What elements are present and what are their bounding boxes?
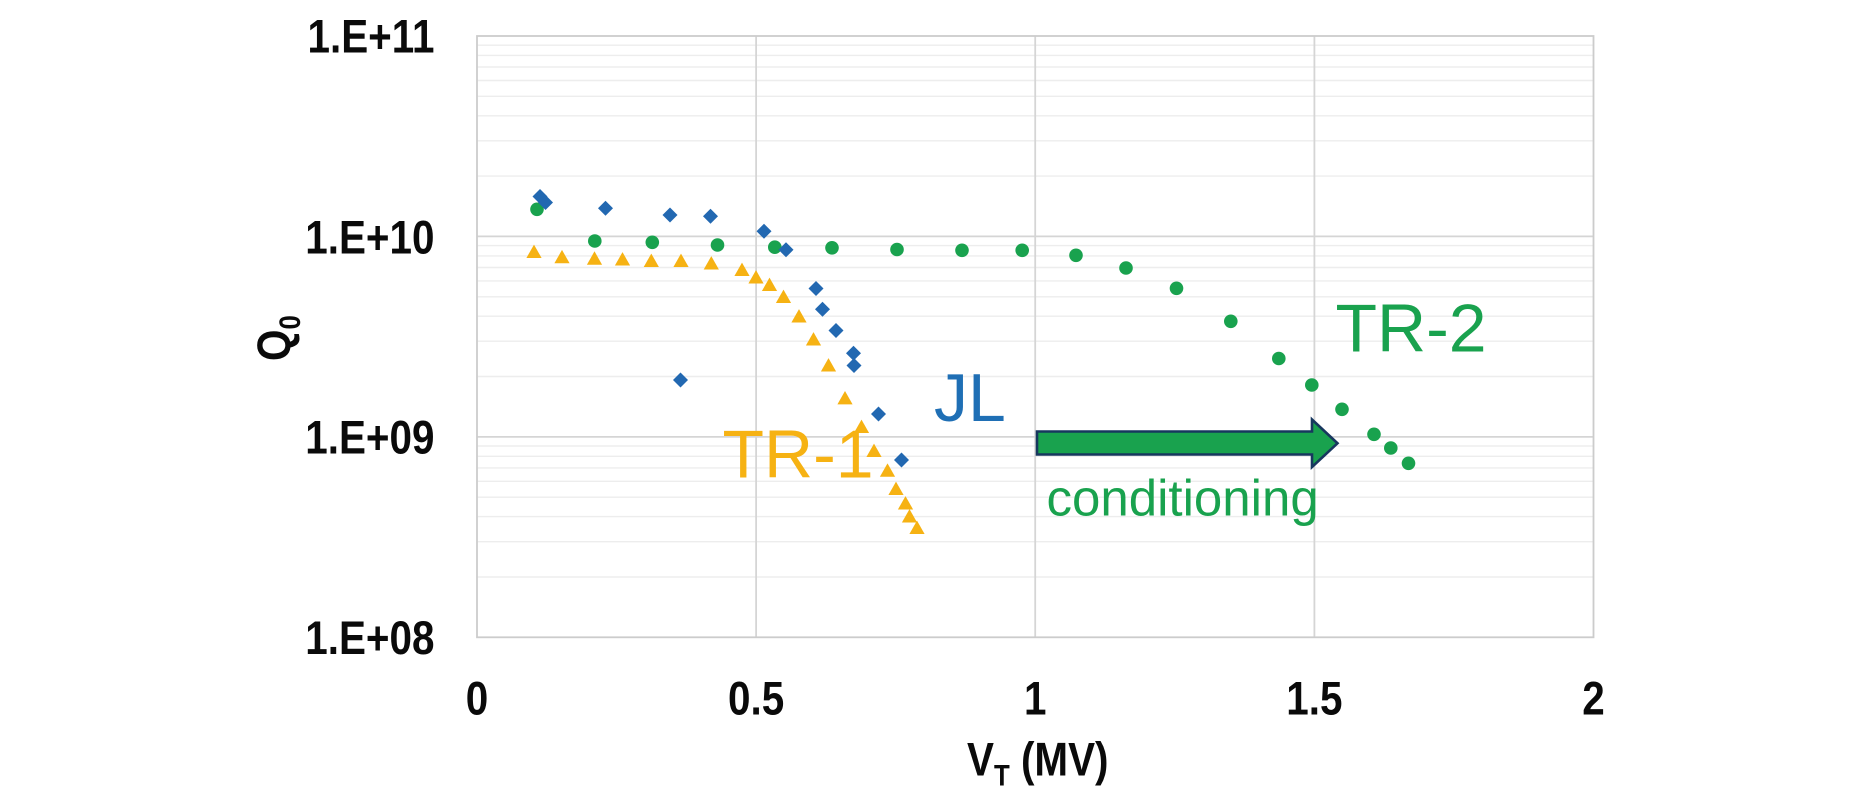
svg-text:conditioning: conditioning	[1047, 470, 1319, 527]
svg-text:JL: JL	[934, 360, 1006, 436]
svg-text:TR-2: TR-2	[1336, 291, 1487, 367]
svg-text:VT (MV): VT (MV)	[967, 734, 1108, 792]
svg-text:Q0: Q0	[248, 315, 306, 361]
svg-text:1.E+11: 1.E+11	[308, 11, 435, 64]
svg-text:0.5: 0.5	[728, 673, 784, 726]
svg-text:1.E+10: 1.E+10	[305, 211, 434, 264]
svg-text:1.E+08: 1.E+08	[305, 612, 434, 665]
svg-text:1.5: 1.5	[1286, 673, 1342, 726]
svg-text:0: 0	[466, 673, 488, 726]
svg-text:1: 1	[1024, 673, 1046, 726]
svg-text:TR-1: TR-1	[723, 417, 874, 493]
svg-text:2: 2	[1582, 673, 1604, 726]
svg-text:1.E+09: 1.E+09	[305, 412, 434, 465]
